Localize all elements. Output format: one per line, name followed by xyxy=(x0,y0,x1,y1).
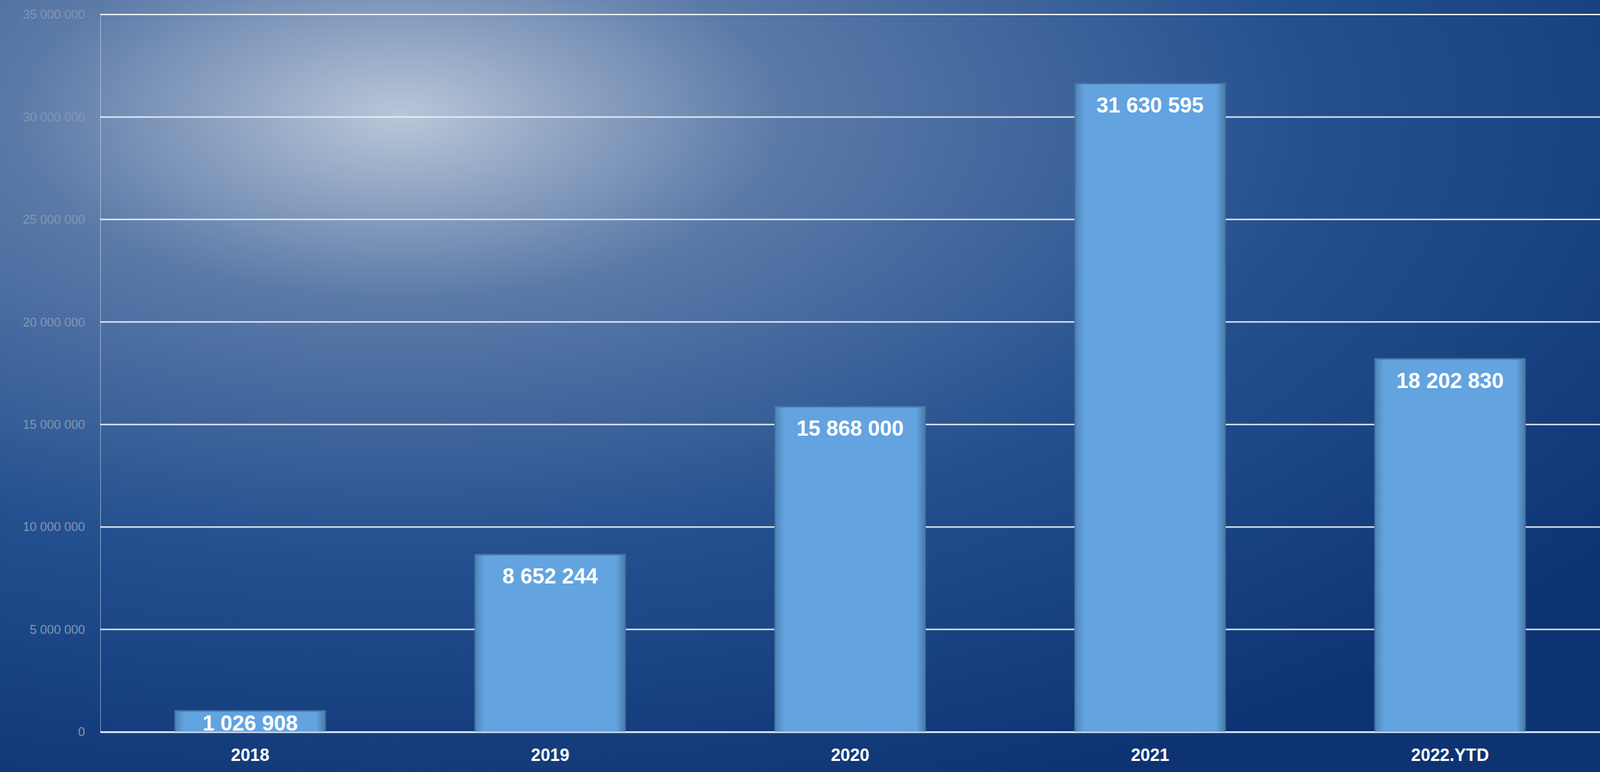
bar xyxy=(1374,359,1525,733)
x-tick-label: 2018 xyxy=(230,745,270,765)
x-tick-label: 2022.YTD xyxy=(1411,745,1490,765)
y-tick: 30 000 000 xyxy=(22,110,101,125)
data-label: 15 868 000 xyxy=(796,416,904,441)
bars xyxy=(175,83,1526,733)
bar xyxy=(775,406,926,733)
bar xyxy=(475,554,626,733)
y-tick: 5 000 000 xyxy=(29,623,101,637)
data-label: 31 630 595 xyxy=(1096,93,1204,118)
y-tick-label: 35 000 000 xyxy=(22,7,85,22)
y-tick: 10 000 000 xyxy=(22,520,101,535)
y-axis: 0 5 000 000 10 000 000 15 000 000 20 000 000… xyxy=(22,7,101,740)
background xyxy=(0,0,1600,772)
y-tick-label: 30 000 000 xyxy=(22,110,85,125)
y-tick: 15 000 000 xyxy=(22,417,101,432)
data-label: 8 652 244 xyxy=(502,564,599,589)
bar xyxy=(1074,83,1225,733)
y-tick: 25 000 000 xyxy=(22,212,101,227)
y-tick-label: 20 000 000 xyxy=(22,315,85,330)
data-labels: 1 026 908 8 652 244 15 868 000 31 630 595 18… xyxy=(202,93,1504,736)
x-tick-label: 2020 xyxy=(831,745,870,765)
grid-line xyxy=(100,13,1600,16)
x-tick: 2018 xyxy=(230,732,270,765)
x-axis-line xyxy=(100,732,1600,734)
y-axis-line xyxy=(100,15,101,733)
x-tick: 2022.YTD xyxy=(1411,732,1490,765)
x-tick-label: 2021 xyxy=(1130,745,1170,765)
y-tick: 20 000 000 xyxy=(22,315,101,330)
y-tick: 0 xyxy=(78,725,101,740)
grid xyxy=(100,14,1600,733)
y-tick-label: 25 000 000 xyxy=(22,212,85,227)
x-axis: 2018 2019 2020 2021 2022.YTD xyxy=(100,732,1600,765)
y-tick-label: 0 xyxy=(78,725,85,740)
grid-line xyxy=(100,116,1600,118)
data-label: 18 202 830 xyxy=(1396,368,1504,394)
x-tick: 2019 xyxy=(530,732,570,765)
grid-line xyxy=(100,218,1600,221)
x-tick: 2021 xyxy=(1130,732,1170,765)
y-tick: 35 000 000 xyxy=(22,7,101,22)
x-tick: 2020 xyxy=(831,732,870,765)
grid-line xyxy=(100,321,1600,323)
data-label: 1 026 908 xyxy=(202,711,298,736)
y-tick-label: 15 000 000 xyxy=(22,417,85,432)
chart: 0 5 000 000 10 000 000 15 000 000 20 000 000… xyxy=(0,0,1600,772)
x-tick-label: 2019 xyxy=(530,745,570,765)
y-tick-label: 5 000 000 xyxy=(29,623,85,637)
y-tick-label: 10 000 000 xyxy=(22,520,85,535)
